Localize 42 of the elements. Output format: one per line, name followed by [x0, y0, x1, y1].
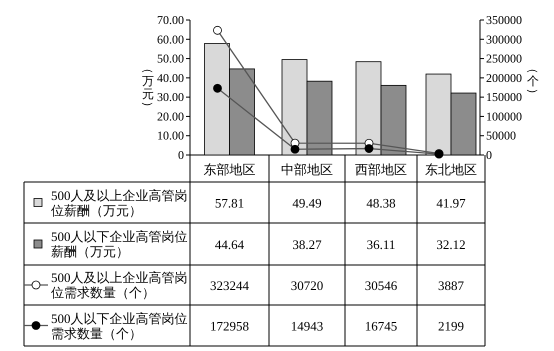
data-label: 38.27 — [292, 237, 322, 252]
data-label: 16745 — [364, 318, 398, 334]
y2-axis-title: （个） — [526, 62, 540, 100]
y-tick-label: 70.00 — [157, 13, 184, 27]
y-tick-label: 60.00 — [157, 32, 184, 46]
legend-label: 500人及以上企业高管岗位薪酬（万元） — [51, 186, 188, 220]
data-label: 36.11 — [366, 237, 396, 252]
x-tick-label: 西部地区 — [355, 162, 407, 177]
y2-tick-label: 350000 — [486, 13, 522, 27]
y-tick-label: 20.00 — [157, 109, 184, 124]
x-tick-label: 东北地区 — [425, 162, 477, 177]
data-label: 14943 — [290, 318, 324, 334]
y-tick-label: 0 — [178, 148, 184, 162]
y-axis-title: （万元） — [141, 62, 155, 113]
y2-tick-label: 50000 — [486, 128, 516, 143]
legend-label: 500人以下企业高管岗位需求数量（个） — [51, 310, 188, 342]
data-label: 30720 — [290, 278, 324, 293]
y-tick-label: 50.00 — [157, 52, 184, 66]
data-label: 30546 — [364, 278, 398, 293]
data-label: 323244 — [210, 278, 250, 293]
data-label: 57.81 — [214, 196, 244, 210]
y2-tick-label: 0 — [486, 148, 492, 162]
data-label: 49.49 — [292, 196, 322, 210]
legend-label: 500人及以上企业高管岗位需求数量（个） — [51, 269, 188, 302]
data-label: 32.12 — [436, 237, 466, 252]
y2-tick-label: 250000 — [486, 52, 522, 66]
y-tick-label: 10.00 — [157, 128, 184, 143]
data-label: 44.64 — [214, 237, 245, 252]
y2-tick-label: 200000 — [486, 70, 522, 85]
y-tick-label: 30.00 — [157, 90, 184, 104]
data-label: 3887 — [438, 278, 464, 293]
x-tick-label: 东部地区 — [204, 162, 256, 177]
data-label: 2199 — [438, 318, 464, 334]
y2-tick-label: 100000 — [486, 109, 522, 124]
data-label: 41.97 — [436, 196, 466, 210]
legend-label: 500人以下企业高管岗位薪酬（万元） — [51, 228, 188, 261]
y2-tick-label: 150000 — [486, 90, 522, 104]
x-tick-label: 中部地区 — [281, 162, 333, 177]
y-tick-label: 40.00 — [157, 70, 184, 85]
data-label: 172958 — [210, 318, 249, 334]
y2-tick-label: 300000 — [486, 32, 522, 46]
data-label: 48.38 — [366, 196, 396, 210]
